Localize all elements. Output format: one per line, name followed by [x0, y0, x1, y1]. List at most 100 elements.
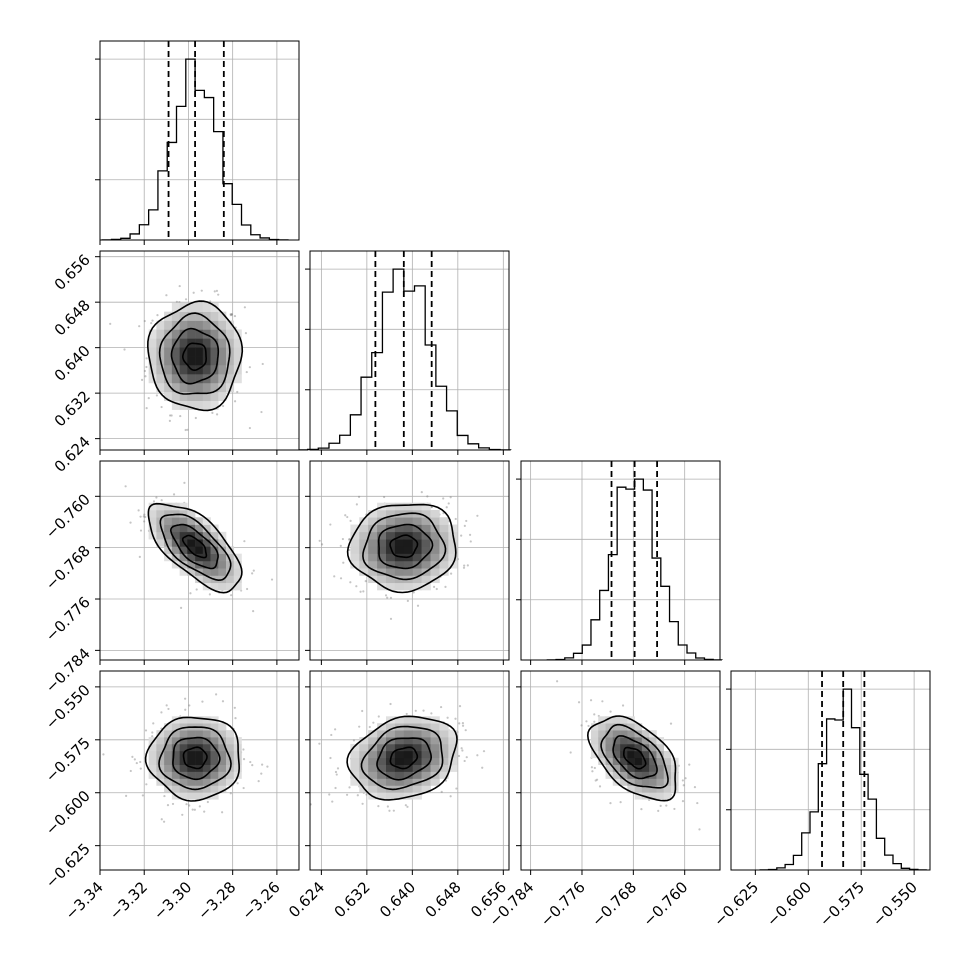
- density-cell: [195, 750, 204, 759]
- scatter-point: [245, 587, 249, 591]
- density-cell: [218, 329, 227, 339]
- density-cell: [394, 743, 405, 752]
- scatter-point: [365, 793, 368, 796]
- density-cell: [350, 560, 360, 569]
- density-cell: [590, 730, 599, 738]
- scatter-point: [260, 410, 263, 414]
- density-cell: [195, 320, 204, 330]
- density-cell: [641, 771, 650, 779]
- plot-area: [102, 693, 269, 823]
- scatter-point: [344, 514, 347, 517]
- density-cell: [612, 764, 621, 772]
- density-cell: [439, 723, 449, 731]
- density-cell: [385, 792, 396, 800]
- grid: [521, 461, 720, 660]
- scatter-point: [364, 579, 367, 583]
- density-cell: [195, 575, 204, 584]
- y-tick-label: −0.575: [42, 734, 94, 786]
- scatter-panel-3-1: −0.784−0.776−0.768−0.760: [42, 460, 300, 696]
- density-cell: [368, 737, 378, 745]
- scatter-point: [160, 711, 163, 714]
- density-cell: [179, 510, 188, 518]
- density-cell: [210, 568, 219, 576]
- scatter-point: [388, 809, 391, 812]
- density-cell: [656, 785, 665, 793]
- density-cell: [430, 510, 440, 518]
- histogram-panel-1: [95, 40, 300, 245]
- scatter-point: [151, 735, 154, 738]
- density-cell: [202, 320, 211, 330]
- density-cell: [368, 764, 378, 772]
- scatter-point: [469, 540, 472, 543]
- density-cell: [195, 302, 204, 312]
- density-cell: [412, 785, 422, 793]
- density-cell: [233, 374, 242, 384]
- density-cell: [171, 524, 180, 533]
- scatter-point: [168, 414, 172, 417]
- density-cell: [634, 785, 643, 793]
- density-cell: [195, 338, 204, 348]
- y-tick-label: −0.768: [42, 542, 94, 594]
- density-cell: [385, 771, 396, 779]
- density-cell: [412, 723, 422, 731]
- scatter-point: [129, 769, 132, 773]
- density-cell: [612, 757, 621, 766]
- scatter-point: [143, 513, 146, 516]
- scatter-point: [621, 704, 625, 707]
- density-cell: [394, 539, 405, 547]
- density-cell: [605, 723, 614, 731]
- density-cell: [359, 757, 369, 766]
- density-cell: [359, 568, 369, 576]
- x-tick-label: −0.760: [640, 878, 692, 930]
- density-cell: [641, 764, 650, 772]
- density-cell: [148, 356, 157, 366]
- density-cell: [226, 737, 235, 745]
- density-cell: [156, 531, 165, 540]
- scatter-point: [181, 813, 184, 816]
- contour-line: [623, 746, 647, 770]
- density-cell: [385, 546, 396, 554]
- density-cell: [156, 737, 165, 745]
- density-cell: [350, 771, 360, 779]
- histogram-panel-1-background: [100, 41, 299, 240]
- x-tick-label: −3.30: [150, 878, 195, 923]
- density-cell: [627, 737, 635, 745]
- density-cell: [195, 311, 204, 321]
- scatter-point: [244, 332, 248, 335]
- density-cell: [187, 716, 196, 724]
- density-cell: [164, 320, 173, 330]
- scatter-point: [201, 700, 204, 703]
- density-cell: [377, 785, 387, 793]
- density-cell: [590, 723, 599, 731]
- density-cell: [403, 539, 414, 547]
- scatter-point: [261, 763, 264, 766]
- scatter-point: [377, 715, 380, 718]
- scatter-point: [440, 790, 443, 793]
- density-cell: [156, 771, 165, 779]
- scatter-point: [152, 722, 155, 725]
- scatter-point: [188, 704, 191, 707]
- density-cell: [226, 582, 235, 591]
- density-cell: [421, 737, 431, 745]
- scatter-point: [151, 319, 154, 322]
- scatter-point: [229, 313, 233, 317]
- density-cell: [179, 320, 188, 330]
- density-cell: [656, 771, 665, 779]
- scatter-point: [463, 759, 466, 763]
- density-cell: [218, 723, 227, 731]
- density-cell: [403, 771, 414, 779]
- scatter-point: [166, 803, 170, 807]
- density-cell: [187, 743, 196, 752]
- scatter-point: [257, 780, 260, 783]
- density-cell: [179, 374, 188, 384]
- scatter-point: [139, 760, 142, 764]
- density-cell: [218, 391, 227, 402]
- density-cell: [156, 365, 165, 375]
- scatter-panel-4-2: 0.624 0.632 0.640 0.648 0.656: [285, 670, 510, 921]
- contour-line: [346, 715, 458, 801]
- density-cell: [202, 737, 211, 745]
- density-cell: [179, 391, 188, 402]
- density-cell: [179, 560, 188, 569]
- scatter-point: [359, 590, 362, 593]
- density-cell: [187, 546, 196, 554]
